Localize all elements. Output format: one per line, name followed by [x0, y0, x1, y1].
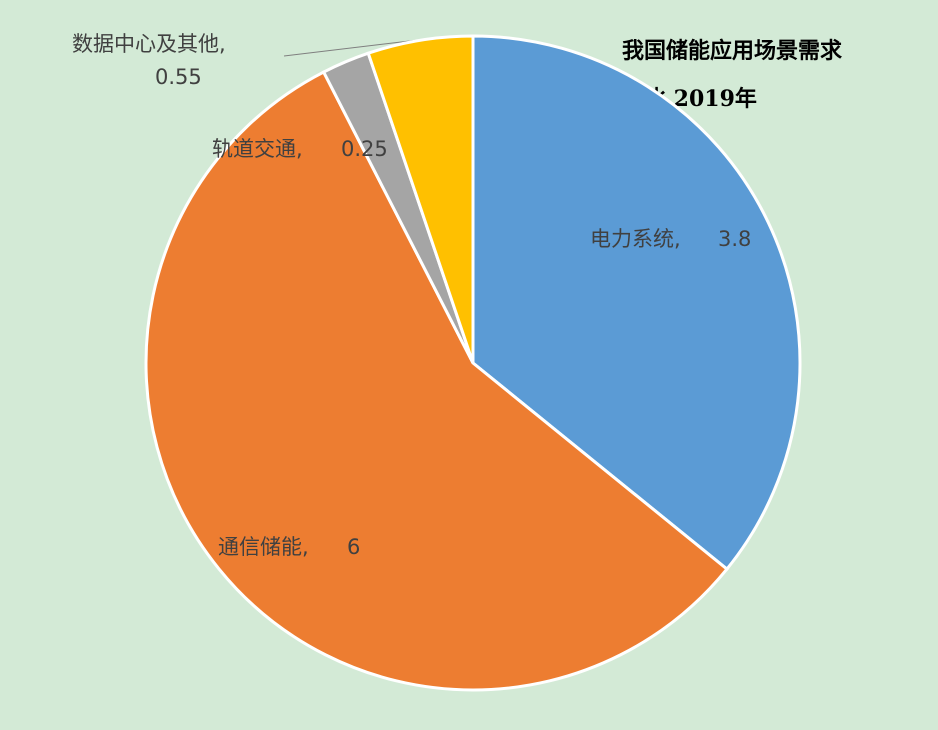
pie-slice	[471, 34, 802, 572]
chart-title: 我国储能应用场景需求	[622, 38, 842, 64]
slice-label: 轨道交通,	[212, 137, 303, 161]
slice-label: 电力系统,	[590, 227, 681, 251]
value-label: 6	[347, 535, 360, 559]
pie-slice	[144, 70, 730, 692]
value-label: 3.8	[718, 227, 751, 251]
leader-line	[283, 39, 419, 57]
pie-slice	[366, 34, 475, 364]
slice-label: 数据中心及其他,	[72, 32, 226, 56]
slice-label: 通信储能,	[218, 535, 309, 559]
value-label: 0.25	[341, 137, 388, 161]
value-label: 0.55	[155, 65, 202, 89]
